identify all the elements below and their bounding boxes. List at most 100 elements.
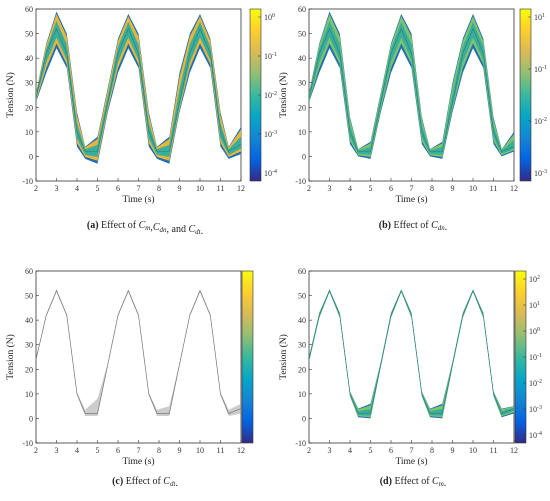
colorbar-tick-label: 10-3	[264, 130, 277, 139]
y-axis-label: Tension (N)	[278, 72, 289, 118]
y-tick-label: 30	[25, 341, 33, 350]
y-tick-label: 0	[29, 414, 33, 423]
y-tick-label: 40	[298, 316, 306, 325]
colorbar-tick-label: 10-2	[529, 379, 542, 388]
x-tick-label: 9	[451, 446, 455, 455]
x-tick-label: 10	[196, 184, 204, 193]
x-axis-label: Time (s)	[122, 194, 154, 205]
x-tick-label: 2	[34, 446, 38, 455]
colorbar-tick-label: 10-3	[529, 405, 542, 414]
x-tick-label: 7	[137, 446, 141, 455]
colorbar-tick-label: 10-3	[534, 169, 547, 178]
y-tick-label: 0	[302, 152, 306, 161]
y-tick-label: 30	[298, 79, 306, 88]
x-tick-label: 12	[237, 184, 245, 193]
y-tick-label: 60	[25, 5, 33, 14]
x-tick-label: 12	[510, 446, 518, 455]
x-tick-label: 9	[451, 184, 455, 193]
colorbar-tick-label: 100	[529, 327, 540, 336]
x-tick-label: 11	[217, 184, 225, 193]
x-tick-label: 10	[196, 446, 204, 455]
x-tick-label: 11	[490, 184, 498, 193]
colorbar	[241, 270, 254, 444]
x-tick-label: 7	[410, 184, 414, 193]
y-tick-label: 20	[298, 365, 306, 374]
x-tick-label: 11	[217, 446, 225, 455]
y-tick-label: -10	[295, 439, 306, 448]
x-tick-label: 5	[369, 184, 373, 193]
y-tick-label: 50	[298, 292, 306, 301]
caption-c: (c) Effect of Cdt.	[112, 476, 178, 489]
y-tick-label: 50	[25, 30, 33, 39]
colorbar-tick-label: 101	[534, 13, 545, 22]
x-axis-label: Time (s)	[122, 456, 154, 467]
colorbar-tick-label: 100	[264, 13, 275, 22]
x-tick-label: 2	[307, 184, 311, 193]
x-tick-label: 8	[157, 446, 161, 455]
y-tick-label: -10	[22, 439, 33, 448]
y-tick-label: 50	[25, 292, 33, 301]
y-tick-label: 30	[298, 341, 306, 350]
x-tick-label: 10	[469, 446, 477, 455]
x-tick-label: 3	[55, 184, 59, 193]
x-tick-label: 2	[34, 184, 38, 193]
x-tick-label: 12	[237, 446, 245, 455]
colorbar-tick-label: 102	[529, 275, 540, 284]
colorbar-tick-label: 10-1	[534, 65, 547, 74]
y-tick-label: 10	[298, 390, 306, 399]
y-tick-label: -10	[295, 177, 306, 186]
plot-area	[308, 270, 515, 444]
x-tick-label: 8	[430, 446, 434, 455]
y-tick-label: 40	[25, 54, 33, 63]
y-axis-label: Tension (N)	[5, 334, 16, 380]
x-tick-label: 6	[389, 184, 393, 193]
x-tick-label: 9	[178, 184, 182, 193]
x-tick-label: 3	[328, 446, 332, 455]
x-tick-label: 5	[96, 184, 100, 193]
caption-a: (a) Effect of Cm,Cdn, and Cdt.	[87, 220, 203, 237]
x-tick-label: 4	[348, 184, 352, 193]
x-axis-label: Time (s)	[395, 456, 427, 467]
y-tick-label: 30	[25, 79, 33, 88]
colorbar	[519, 8, 532, 182]
y-tick-label: 10	[25, 390, 33, 399]
envelope-core	[36, 20, 241, 158]
y-tick-label: -10	[22, 177, 33, 186]
panel-b: 2 3 4 5 6 7 8 9 10 11 12 -10 0 10 20 30 40 50 60 Time (s) Te…	[278, 5, 547, 233]
y-tick-label: 0	[29, 152, 33, 161]
colorbar-tick-label: 10-4	[264, 169, 277, 178]
y-tick-label: 60	[298, 5, 306, 14]
y-tick-label: 10	[25, 128, 33, 137]
x-tick-label: 4	[75, 184, 79, 193]
x-tick-label: 12	[510, 184, 518, 193]
x-tick-label: 8	[157, 184, 161, 193]
x-tick-label: 3	[55, 446, 59, 455]
y-tick-label: 60	[25, 267, 33, 276]
colorbar-tick-label: 10-2	[534, 117, 547, 126]
colorbar-tick-label: 10-1	[264, 52, 277, 61]
y-tick-label: 40	[25, 316, 33, 325]
x-tick-label: 5	[369, 446, 373, 455]
y-tick-label: 60	[298, 267, 306, 276]
x-tick-label: 10	[469, 184, 477, 193]
x-tick-label: 4	[348, 446, 352, 455]
colorbar-tick-label: 10-1	[529, 353, 542, 362]
plot-area	[35, 270, 242, 444]
y-tick-label: 20	[25, 365, 33, 374]
panel-a: 2 3 4 5 6 7 8 9 10 11 12 -10 0 10 20 30 40 50 60 Time (s) Te…	[5, 5, 277, 237]
colorbar-tick-label: 101	[529, 301, 540, 310]
x-tick-label: 8	[430, 184, 434, 193]
x-tick-label: 9	[178, 446, 182, 455]
y-tick-label: 20	[298, 103, 306, 112]
y-axis-label: Tension (N)	[5, 72, 16, 118]
colorbar-tick-label: 10-4	[529, 431, 542, 440]
y-tick-label: 40	[298, 54, 306, 63]
median-line	[308, 289, 515, 414]
x-tick-label: 6	[389, 446, 393, 455]
colorbar-tick-label: 10-2	[264, 91, 277, 100]
x-tick-label: 7	[137, 184, 141, 193]
median-line	[308, 27, 515, 152]
y-tick-label: 20	[25, 103, 33, 112]
y-axis-label: Tension (N)	[278, 334, 289, 380]
